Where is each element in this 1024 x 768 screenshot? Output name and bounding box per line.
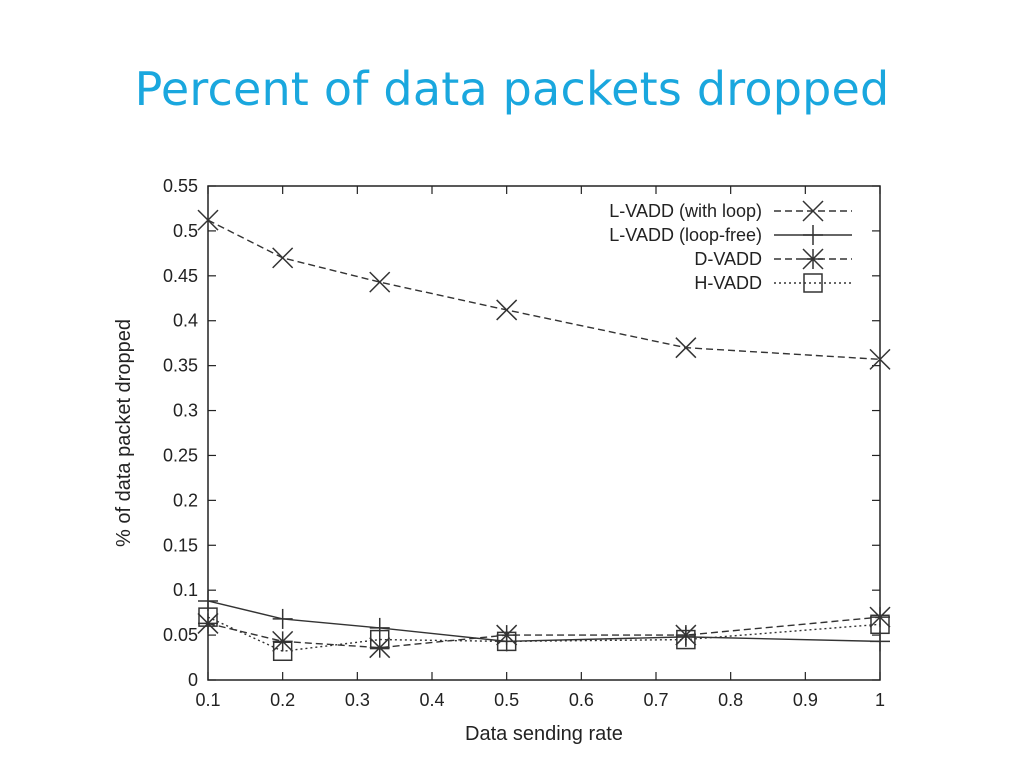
legend-label: D-VADD bbox=[694, 249, 762, 269]
y-tick-label: 0.25 bbox=[163, 445, 198, 465]
legend: L-VADD (with loop) L-VADD (loop-free) D-VA… bbox=[609, 200, 852, 293]
y-tick-label: 0.2 bbox=[173, 490, 198, 510]
data-point bbox=[272, 608, 293, 629]
y-tick-label: 0 bbox=[188, 670, 198, 690]
series-2 bbox=[197, 606, 891, 659]
data-point bbox=[369, 617, 390, 638]
data-point bbox=[369, 271, 391, 293]
data-point bbox=[675, 337, 697, 359]
series-line bbox=[207, 219, 881, 361]
series-3 bbox=[198, 607, 890, 662]
x-tick-label: 0.1 bbox=[195, 690, 220, 710]
series-line bbox=[207, 600, 881, 643]
data-point bbox=[272, 630, 294, 652]
data-point bbox=[870, 631, 890, 652]
data-point bbox=[496, 631, 517, 652]
y-tick-label: 0.4 bbox=[173, 311, 198, 331]
x-axis-label: Data sending rate bbox=[465, 723, 623, 745]
data-point bbox=[369, 629, 390, 650]
y-tick-label: 0.45 bbox=[163, 266, 198, 286]
slide-title: Percent of data packets dropped bbox=[134, 62, 890, 116]
legend-marker bbox=[802, 248, 824, 270]
series-lines bbox=[197, 209, 891, 662]
plot-frame bbox=[207, 185, 881, 681]
legend-marker bbox=[802, 200, 824, 222]
data-point bbox=[496, 299, 518, 321]
y-tick-label: 0.05 bbox=[163, 625, 198, 645]
legend-label: L-VADD (with loop) bbox=[609, 201, 762, 221]
x-tick-label: 0.9 bbox=[793, 690, 818, 710]
x-tick-label: 0.3 bbox=[345, 690, 370, 710]
axes: 0.1 0.2 0.3 0.4 0.5 0.6 0.7 0.8 0.9 1 0 0.05 0.1 0.15… bbox=[113, 176, 885, 745]
data-point bbox=[496, 624, 518, 646]
data-point bbox=[272, 641, 293, 662]
legend-entry: L-VADD (with loop) bbox=[609, 200, 852, 222]
y-tick-label: 0.3 bbox=[173, 401, 198, 421]
y-tick-label: 0.15 bbox=[163, 535, 198, 555]
series-line bbox=[207, 616, 881, 649]
x-tick-label: 0.8 bbox=[718, 690, 743, 710]
data-point bbox=[869, 606, 891, 628]
legend-marker bbox=[803, 273, 823, 293]
data-point bbox=[197, 612, 219, 634]
legend-label: H-VADD bbox=[694, 273, 762, 293]
legend-entry: H-VADD bbox=[694, 273, 852, 293]
y-tick-label: 0.5 bbox=[173, 221, 198, 241]
legend-label: L-VADD (loop-free) bbox=[609, 225, 762, 245]
data-point bbox=[675, 624, 697, 646]
x-tick-label: 0.5 bbox=[494, 690, 519, 710]
y-tick-label: 0.55 bbox=[163, 176, 198, 196]
y-tick-label: 0.1 bbox=[173, 580, 198, 600]
data-point bbox=[870, 614, 890, 635]
x-tick-label: 0.6 bbox=[569, 690, 594, 710]
data-point bbox=[369, 637, 391, 659]
x-tick-label: 0.7 bbox=[643, 690, 668, 710]
x-tick-label: 0.4 bbox=[419, 690, 444, 710]
legend-entry: L-VADD (loop-free) bbox=[609, 225, 852, 245]
y-axis-label: % of data packet dropped bbox=[113, 319, 135, 547]
data-point bbox=[198, 607, 218, 627]
y-tick-label: 0.35 bbox=[163, 356, 198, 376]
data-point bbox=[197, 209, 219, 231]
series-line bbox=[207, 616, 881, 652]
series-0 bbox=[197, 209, 891, 370]
legend-entry: D-VADD bbox=[694, 248, 852, 270]
x-tick-label: 0.2 bbox=[270, 690, 295, 710]
data-point bbox=[676, 629, 696, 650]
series-1 bbox=[198, 590, 890, 652]
data-point bbox=[869, 348, 891, 370]
x-tick-label: 1 bbox=[875, 690, 885, 710]
legend-marker bbox=[803, 225, 823, 245]
data-point bbox=[272, 247, 294, 269]
